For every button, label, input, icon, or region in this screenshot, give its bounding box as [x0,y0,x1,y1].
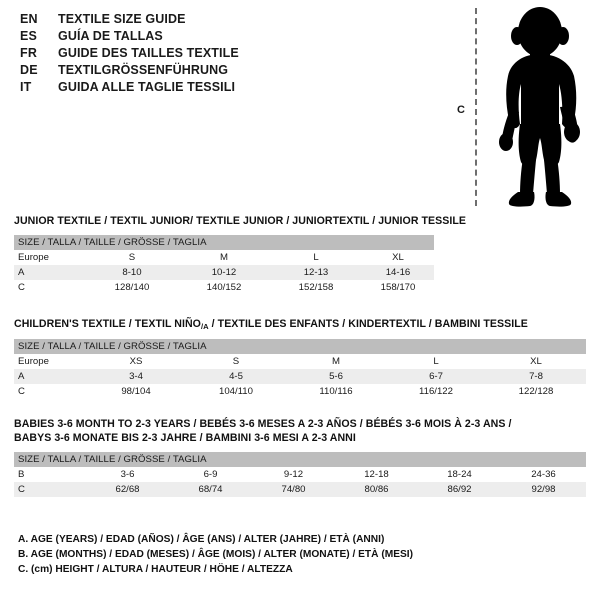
table-row: Europe XS S M L XL [14,354,586,369]
language-code: FR [20,46,38,60]
table-cell: 116/122 [386,384,486,399]
language-code: ES [20,29,38,43]
language-row-de: DE TEXTILGRÖSSENFÜHRUNG [20,63,420,80]
table-cell: 110/116 [286,384,386,399]
height-measurement-figure: C [440,4,600,210]
table-row: A 8-10 10-12 12-13 14-16 [14,265,434,280]
language-row-es: ES GUÍA DE TALLAS [20,29,420,46]
legend-block: A. AGE (YEARS) / EDAD (AÑOS) / ÂGE (ANS)… [18,532,413,577]
section-title-subscript: /A [200,322,209,331]
table-cell: 14-16 [362,265,434,280]
table-cell: 104/110 [186,384,286,399]
table-cell: 12-18 [335,467,418,482]
language-title: TEXTILGRÖSSENFÜHRUNG [58,63,229,77]
language-title: TEXTILE SIZE GUIDE [58,12,186,26]
table-cell: 122/128 [486,384,586,399]
table-cell: XS [86,354,186,369]
table-header-row: SIZE / TALLA / TAILLE / GRÖSSE / TAGLIA [14,452,586,467]
table-cell: 24-36 [501,467,586,482]
table-cell: 10-12 [178,265,270,280]
table-cell: 152/158 [270,280,362,295]
table-header-label: SIZE / TALLA / TAILLE / GRÖSSE / TAGLIA [14,339,586,354]
table-cell: L [270,250,362,265]
language-code: IT [20,80,32,94]
language-row-fr: FR GUIDE DES TAILLES TEXTILE [20,46,420,63]
table-cell: XL [362,250,434,265]
section-title-line-1: BABIES 3-6 MONTH TO 2-3 YEARS / BEBÉS 3-… [14,418,512,430]
section-childrens-textile: CHILDREN'S TEXTILE / TEXTIL NIÑO/A / TEX… [14,317,586,399]
legend-line-b: B. AGE (MONTHS) / EDAD (MESES) / ÂGE (MO… [18,549,414,560]
row-label: C [14,482,86,497]
table-row: C 98/104 104/110 110/116 116/122 122/128 [14,384,586,399]
table-cell: 3-4 [86,369,186,384]
section-title-main: CHILDREN'S TEXTILE / TEXTIL NIÑO [14,318,201,330]
language-row-en: EN TEXTILE SIZE GUIDE [20,12,420,29]
section-babies-textile: BABIES 3-6 MONTH TO 2-3 YEARS / BEBÉS 3-… [14,417,586,497]
table-cell: 5-6 [286,369,386,384]
language-title: GUIDE DES TAILLES TEXTILE [58,46,239,60]
row-label: A [14,369,86,384]
table-cell: S [186,354,286,369]
language-code: DE [20,63,38,77]
row-label: Europe [14,354,86,369]
dashed-height-line-icon [475,8,477,206]
language-title: GUIDA ALLE TAGLIE TESSILI [58,80,236,94]
junior-size-table: SIZE / TALLA / TAILLE / GRÖSSE / TAGLIA … [14,235,434,295]
table-cell: M [286,354,386,369]
row-label: C [14,384,86,399]
row-label: Europe [14,250,86,265]
height-measure-label: C [457,104,465,116]
table-cell: 6-7 [386,369,486,384]
language-title-list: EN TEXTILE SIZE GUIDE ES GUÍA DE TALLAS … [20,12,420,97]
table-cell: 158/170 [362,280,434,295]
table-cell: L [386,354,486,369]
table-cell: 92/98 [501,482,586,497]
section-title-rest: / TEXTILE DES ENFANTS / KINDERTEXTIL / B… [208,318,528,330]
table-row: B 3-6 6-9 9-12 12-18 18-24 24-36 [14,467,586,482]
row-label: B [14,467,86,482]
table-cell: 86/92 [418,482,501,497]
legend-line-a: A. AGE (YEARS) / EDAD (AÑOS) / ÂGE (ANS)… [18,534,385,545]
table-header-row: SIZE / TALLA / TAILLE / GRÖSSE / TAGLIA [14,235,434,250]
table-row: C 62/68 68/74 74/80 80/86 86/92 92/98 [14,482,586,497]
table-row: Europe S M L XL [14,250,434,265]
table-header-label: SIZE / TALLA / TAILLE / GRÖSSE / TAGLIA [14,452,586,467]
babies-size-table: SIZE / TALLA / TAILLE / GRÖSSE / TAGLIA … [14,452,586,497]
row-label: C [14,280,86,295]
table-cell: 98/104 [86,384,186,399]
table-cell: 9-12 [252,467,335,482]
language-code: EN [20,12,38,26]
table-cell: 68/74 [169,482,252,497]
table-cell: S [86,250,178,265]
table-header-label: SIZE / TALLA / TAILLE / GRÖSSE / TAGLIA [14,235,434,250]
table-cell: 74/80 [252,482,335,497]
table-cell: 12-13 [270,265,362,280]
table-cell: M [178,250,270,265]
language-title: GUÍA DE TALLAS [58,29,163,43]
table-cell: 6-9 [169,467,252,482]
legend-line-c: C. (cm) HEIGHT / ALTURA / HAUTEUR / HÖHE… [18,564,293,575]
table-row: A 3-4 4-5 5-6 6-7 7-8 [14,369,586,384]
table-cell: XL [486,354,586,369]
table-cell: 18-24 [418,467,501,482]
table-cell: 80/86 [335,482,418,497]
section-title: JUNIOR TEXTILE / TEXTIL JUNIOR/ TEXTILE … [14,215,467,227]
table-cell: 8-10 [86,265,178,280]
child-silhouette-icon [499,7,580,207]
section-title: CHILDREN'S TEXTILE / TEXTIL NIÑO/A / TEX… [14,317,586,332]
table-cell: 62/68 [86,482,169,497]
section-junior-textile: JUNIOR TEXTILE / TEXTIL JUNIOR/ TEXTILE … [14,214,466,295]
section-title-line-2: BABYS 3-6 MONATE BIS 2-3 JAHRE / BAMBINI… [14,432,356,444]
language-row-it: IT GUIDA ALLE TAGLIE TESSILI [20,80,420,97]
table-cell: 7-8 [486,369,586,384]
row-label: A [14,265,86,280]
table-header-row: SIZE / TALLA / TAILLE / GRÖSSE / TAGLIA [14,339,586,354]
table-cell: 4-5 [186,369,286,384]
table-cell: 3-6 [86,467,169,482]
table-row: C 128/140 140/152 152/158 158/170 [14,280,434,295]
table-cell: 140/152 [178,280,270,295]
table-cell: 128/140 [86,280,178,295]
children-size-table: SIZE / TALLA / TAILLE / GRÖSSE / TAGLIA … [14,339,586,399]
